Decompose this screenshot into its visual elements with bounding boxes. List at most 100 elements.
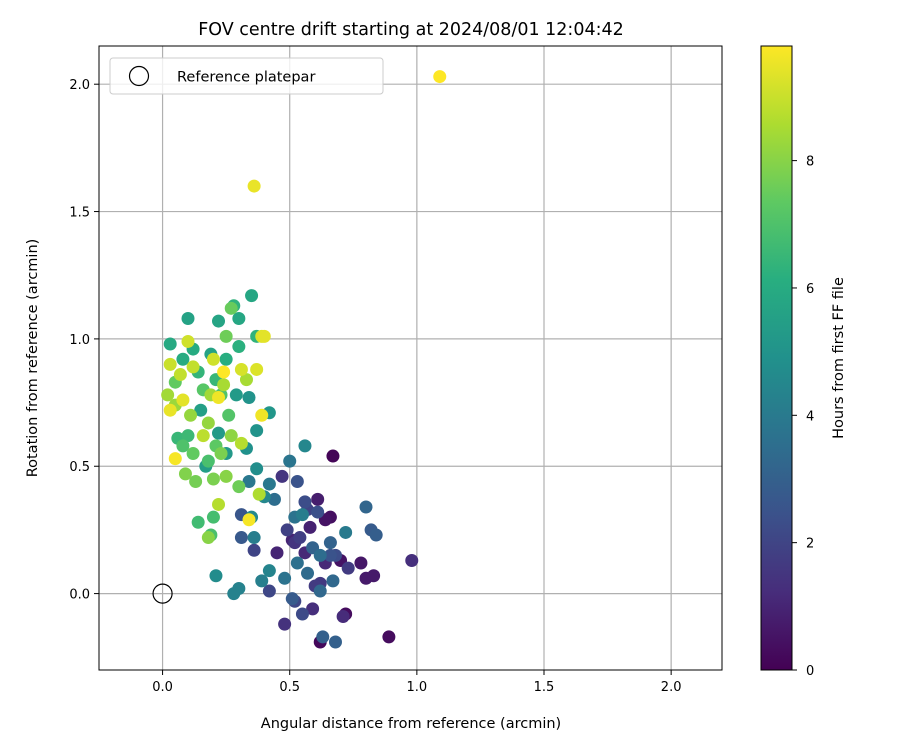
data-point bbox=[224, 429, 238, 443]
data-point bbox=[247, 543, 261, 557]
x-axis-label: Angular distance from reference (arcmin) bbox=[261, 716, 561, 732]
data-point bbox=[339, 525, 353, 539]
y-tick-label: 1.0 bbox=[69, 333, 90, 348]
data-point bbox=[369, 528, 383, 542]
plot-frame bbox=[98, 45, 723, 671]
data-point bbox=[267, 492, 281, 506]
legend-reference-label: Reference platepar bbox=[177, 70, 315, 86]
data-point bbox=[278, 617, 292, 631]
data-point bbox=[219, 329, 233, 343]
data-point bbox=[242, 475, 256, 489]
legend-box bbox=[109, 57, 384, 95]
data-point bbox=[326, 574, 340, 588]
data-point bbox=[341, 561, 355, 575]
y-tick-label: 2.0 bbox=[69, 78, 90, 93]
legend-reference-marker bbox=[128, 65, 150, 87]
data-point bbox=[250, 462, 264, 476]
colorbar-ticks: 0 2 4 6 8 bbox=[792, 155, 814, 679]
data-point bbox=[280, 523, 294, 537]
data-point bbox=[270, 546, 284, 560]
data-point bbox=[163, 357, 177, 371]
data-point bbox=[181, 334, 195, 348]
grid bbox=[99, 46, 722, 670]
data-point bbox=[229, 388, 243, 402]
data-point bbox=[367, 569, 381, 583]
x-tick-label: 0.5 bbox=[279, 680, 300, 695]
data-point bbox=[217, 378, 231, 392]
x-tick-label: 0.0 bbox=[152, 680, 173, 695]
data-points bbox=[161, 70, 447, 649]
data-point bbox=[186, 447, 200, 461]
data-point bbox=[283, 454, 297, 468]
colorbar-gradient bbox=[760, 45, 793, 671]
data-point bbox=[234, 362, 248, 376]
data-point bbox=[359, 500, 373, 514]
data-point bbox=[176, 439, 190, 453]
data-point bbox=[328, 635, 342, 649]
x-tick-label: 1.0 bbox=[407, 680, 428, 695]
colorbar-tick-label: 2 bbox=[806, 537, 814, 552]
data-point bbox=[262, 477, 276, 491]
data-point bbox=[234, 531, 248, 545]
data-point bbox=[212, 426, 226, 440]
data-point bbox=[232, 480, 246, 494]
data-point bbox=[278, 571, 292, 585]
data-point bbox=[257, 329, 271, 343]
data-point bbox=[311, 505, 325, 519]
data-point bbox=[194, 403, 208, 417]
data-point bbox=[326, 449, 340, 463]
data-point bbox=[290, 475, 304, 489]
data-point bbox=[181, 429, 195, 443]
data-point bbox=[247, 531, 261, 545]
colorbar-tick-label: 4 bbox=[806, 409, 814, 424]
reference-point-marker bbox=[152, 583, 173, 604]
data-point bbox=[285, 592, 299, 606]
data-point bbox=[191, 515, 205, 529]
data-point bbox=[311, 492, 325, 506]
data-point bbox=[255, 408, 269, 422]
data-point bbox=[184, 408, 198, 422]
data-point bbox=[250, 424, 264, 438]
data-point bbox=[313, 584, 327, 598]
colorbar-label: Hours from first FF file bbox=[831, 277, 847, 439]
data-point bbox=[245, 289, 259, 303]
data-point bbox=[206, 352, 220, 366]
data-point bbox=[209, 569, 223, 583]
data-point bbox=[250, 362, 264, 376]
data-point bbox=[247, 179, 261, 193]
colorbar-tick-label: 8 bbox=[806, 155, 814, 170]
data-point bbox=[262, 584, 276, 598]
data-point bbox=[178, 467, 192, 481]
data-point bbox=[293, 531, 307, 545]
data-point bbox=[306, 602, 320, 616]
x-axis-ticks: 0.0 0.5 1.0 1.5 2.0 bbox=[152, 670, 681, 695]
data-point bbox=[217, 365, 231, 379]
y-tick-label: 0.0 bbox=[69, 588, 90, 603]
data-point bbox=[232, 340, 246, 354]
data-point bbox=[239, 373, 253, 387]
data-point bbox=[336, 610, 350, 624]
colorbar-tick-label: 0 bbox=[806, 664, 814, 679]
data-point bbox=[262, 564, 276, 578]
data-point bbox=[212, 497, 226, 511]
y-tick-label: 1.5 bbox=[69, 206, 90, 221]
data-point bbox=[173, 368, 187, 382]
data-point bbox=[382, 630, 396, 644]
data-point bbox=[433, 70, 447, 84]
data-point bbox=[301, 566, 315, 580]
data-point bbox=[219, 469, 233, 483]
data-point bbox=[275, 469, 289, 483]
data-point bbox=[201, 531, 215, 545]
data-point bbox=[316, 630, 330, 644]
data-point bbox=[405, 553, 419, 567]
data-point bbox=[295, 508, 309, 522]
data-point bbox=[227, 587, 241, 601]
data-point bbox=[163, 403, 177, 417]
data-point bbox=[290, 556, 304, 570]
data-point bbox=[214, 447, 228, 461]
data-point bbox=[323, 548, 337, 562]
data-point bbox=[201, 416, 215, 430]
data-point bbox=[168, 452, 182, 466]
data-point bbox=[206, 472, 220, 486]
